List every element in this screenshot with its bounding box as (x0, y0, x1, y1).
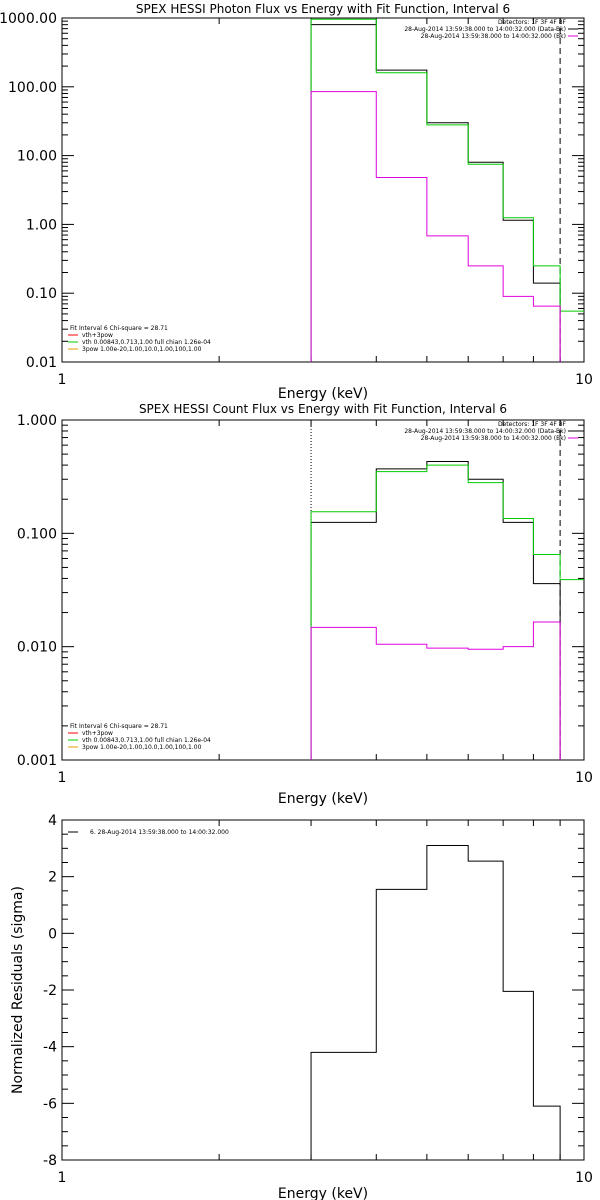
plot-frame (61, 17, 585, 363)
y-tick-label: 1.00 (26, 217, 57, 233)
legend-right-entry: Detectors: 1F 3F 4F 8F (498, 421, 567, 428)
legend-left-entry: 6. 28-Aug-2014 13:59:38.000 to 14:00:32.… (90, 829, 229, 836)
x-tick-label: 1 (58, 372, 67, 388)
chart-panel-1 (61, 17, 585, 363)
x-tick-label: 10 (575, 1170, 593, 1186)
plot-frame (61, 419, 585, 761)
y-tick-label: -6 (43, 1096, 57, 1112)
legend-left-entry: Fit Interval 6 Chi-square = 28.71 (70, 723, 168, 730)
y-tick-label: -8 (43, 1153, 57, 1169)
x-tick-label: 1 (58, 770, 67, 786)
legend-left-entry: vth 0.00843,0.713,1.00 full chian 1.26e-… (82, 737, 211, 744)
legend-right-entry: Detectors: 1F 3F 4F 8F (498, 19, 567, 26)
y-tick-label: 2 (48, 870, 57, 886)
chart-title: SPEX HESSI Count Flux vs Energy with Fit… (139, 402, 507, 416)
x-tick-label: 10 (575, 770, 593, 786)
y-tick-label: 10.00 (17, 149, 57, 165)
series-bk-line (310, 621, 561, 760)
chart-panel-3 (61, 819, 585, 1161)
x-tick-label: 10 (575, 372, 593, 388)
y-tick-label: 0.01 (26, 355, 57, 371)
legend-left-entry: 3pow 1.00e-20,1.00,10.0,1.00,100,1.00 (82, 346, 202, 353)
legend-left-entry: vth 0.00843,0.713,1.00 full chian 1.26e-… (82, 339, 211, 346)
y-tick-label: 0 (48, 926, 57, 942)
legend-left-entry: vth+3pow (82, 730, 113, 737)
legend-left-entry: 3pow 1.00e-20,1.00,10.0,1.00,100,1.00 (82, 744, 202, 751)
series-resid-line (310, 845, 561, 1160)
legend-right-entry: 28-Aug-2014 13:59:38.000 to 14:00:32.000… (421, 435, 566, 442)
y-tick-label: 1000.00 (0, 11, 57, 27)
y-tick-label: 100.00 (8, 80, 57, 96)
x-tick-label: 1 (58, 1170, 67, 1186)
y-axis-label: Normalized Residuals (sigma) (10, 886, 26, 1094)
y-tick-label: -4 (43, 1040, 57, 1056)
series-data-line (310, 461, 561, 760)
chart-panel-2 (61, 419, 585, 761)
y-tick-label: 1.000 (17, 413, 57, 429)
legend-left-entry: vth+3pow (82, 332, 113, 339)
plot-frame (61, 819, 585, 1161)
series-bk-line (310, 91, 561, 362)
series-fit-line (310, 464, 584, 760)
legend-left-entry: Fit Interval 6 Chi-square = 28.71 (70, 325, 168, 332)
legend-right-entry: 28-Aug-2014 13:59:38.000 to 14:00:32.000… (404, 428, 566, 435)
x-axis-label: Energy (keV) (278, 1186, 368, 1200)
y-tick-label: 0.010 (17, 640, 57, 656)
x-axis-label: Energy (keV) (278, 791, 368, 807)
y-tick-label: 0.100 (17, 526, 57, 542)
legend-right-entry: 28-Aug-2014 13:59:38.000 to 14:00:32.000… (421, 33, 566, 40)
y-tick-label: -2 (43, 983, 57, 999)
y-tick-label: 0.10 (26, 286, 57, 302)
y-tick-label: 4 (48, 813, 57, 829)
x-axis-label: Energy (keV) (278, 386, 368, 402)
legend-right-entry: 28-Aug-2014 13:59:38.000 to 14:00:32.000… (404, 26, 566, 33)
series-fit-line (310, 18, 584, 362)
y-tick-label: 0.001 (17, 753, 57, 769)
series-data-line (310, 24, 561, 362)
chart-title: SPEX HESSI Photon Flux vs Energy with Fi… (136, 2, 510, 16)
